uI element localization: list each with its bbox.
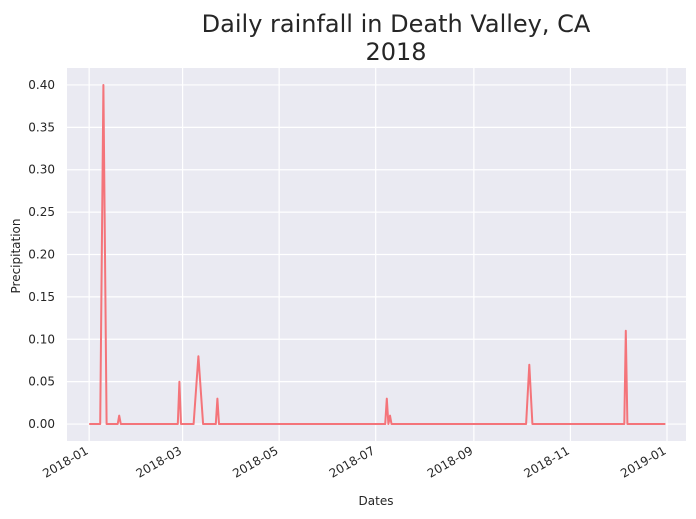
y-tick-label: 0.05 xyxy=(28,375,55,389)
x-tick-labels: 2018-01 2018-03 2018-05 2018-07 2018-09 2018-… xyxy=(40,443,668,480)
chart-title: Daily rainfall in Death Valley, CA xyxy=(202,10,591,38)
chart-subtitle: 2018 xyxy=(365,38,426,66)
x-tick-label: 2018-01 xyxy=(40,443,90,480)
y-tick-label: 0.10 xyxy=(28,332,55,346)
x-tick-label: 2018-03 xyxy=(134,443,184,480)
y-axis-label: Precipitation xyxy=(9,218,23,293)
y-tick-label: 0.35 xyxy=(28,120,55,134)
y-tick-label: 0.15 xyxy=(28,290,55,304)
x-tick-label: 2018-09 xyxy=(425,443,475,480)
x-tick-label: 2018-07 xyxy=(327,443,377,480)
grid-lines xyxy=(67,68,686,441)
y-tick-label: 0.00 xyxy=(28,417,55,431)
x-tick-label: 2019-01 xyxy=(618,443,668,480)
y-tick-label: 0.40 xyxy=(28,78,55,92)
y-tick-label: 0.20 xyxy=(28,248,55,262)
y-tick-label: 0.30 xyxy=(28,163,55,177)
rainfall-series-line xyxy=(89,84,666,425)
x-axis-label: Dates xyxy=(359,494,394,508)
y-tick-labels: 0.00 0.05 0.10 0.15 0.20 0.25 0.30 0.35 0.40 xyxy=(28,78,55,431)
x-tick-label: 2018-05 xyxy=(230,443,280,480)
y-tick-label: 0.25 xyxy=(28,205,55,219)
x-tick-label: 2018-11 xyxy=(522,443,572,480)
series-group xyxy=(89,84,666,425)
